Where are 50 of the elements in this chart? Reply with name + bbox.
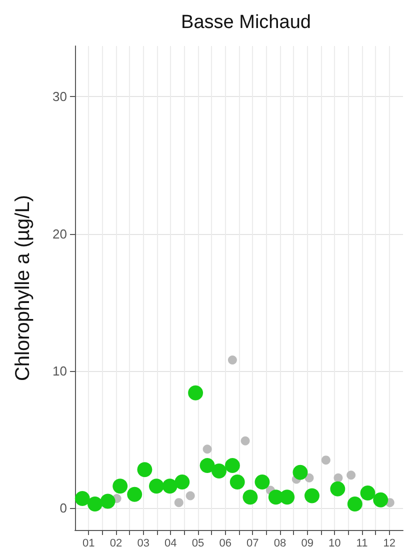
y-tick-label: 0 (60, 500, 67, 516)
x-tick-label: 09 (301, 538, 314, 550)
point (162, 478, 178, 494)
point (112, 478, 128, 494)
x-tick-label: 11 (356, 538, 368, 550)
point (188, 385, 204, 400)
point (74, 490, 90, 506)
point (148, 478, 164, 494)
point (186, 491, 195, 500)
point (87, 496, 102, 512)
point (334, 473, 343, 482)
point (174, 474, 190, 490)
point (230, 474, 245, 490)
point (373, 492, 388, 508)
point (254, 474, 270, 490)
point (304, 488, 320, 504)
x-tick-label: 07 (246, 538, 259, 550)
point (321, 456, 330, 465)
point (280, 490, 295, 505)
point (127, 486, 142, 502)
x-tick-label: 12 (383, 538, 396, 550)
point (242, 490, 258, 505)
point (330, 481, 346, 496)
point (174, 498, 184, 508)
y-tick-label: 10 (52, 363, 67, 378)
x-tick-label: 03 (137, 538, 150, 550)
x-tick-label: 05 (192, 538, 204, 550)
point (228, 355, 237, 364)
y-tick-label: 20 (52, 226, 67, 242)
point (292, 464, 308, 480)
y-tick-label: 30 (52, 89, 67, 104)
x-tick-label: 02 (110, 538, 122, 550)
point (224, 458, 240, 474)
point (347, 496, 362, 512)
x-tick-label: 08 (274, 538, 286, 550)
x-tick-label: 06 (219, 538, 232, 550)
chart-title: Basse Michaud (181, 12, 311, 33)
point (240, 436, 250, 446)
x-tick-label: 10 (328, 538, 341, 550)
point (304, 473, 314, 482)
point (346, 470, 356, 480)
x-tick-label: 04 (164, 538, 177, 550)
point (137, 462, 152, 478)
y-axis-title: Chlorophylle a (µg/L) (12, 194, 34, 382)
point (212, 464, 227, 479)
point (200, 458, 215, 474)
x-tick-label: 01 (82, 538, 95, 550)
point (360, 485, 376, 500)
point (202, 444, 212, 454)
point (100, 494, 116, 509)
